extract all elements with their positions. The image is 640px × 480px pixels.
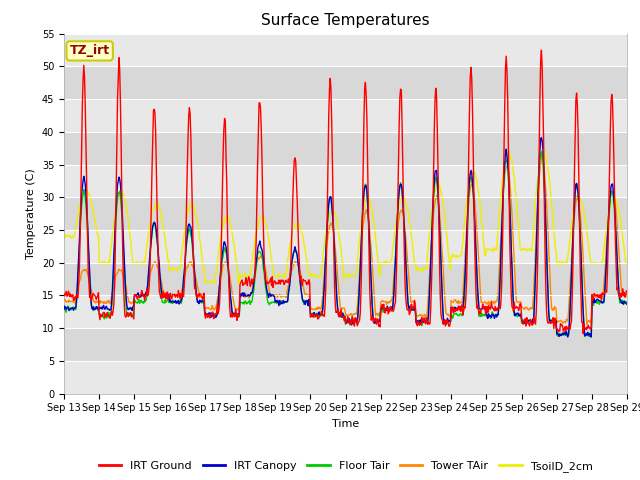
Title: Surface Temperatures: Surface Temperatures <box>261 13 430 28</box>
Bar <box>64 165 627 197</box>
X-axis label: Time: Time <box>332 419 359 429</box>
Bar <box>64 66 627 99</box>
Bar <box>64 197 627 230</box>
Y-axis label: Temperature (C): Temperature (C) <box>26 168 36 259</box>
Text: TZ_irt: TZ_irt <box>70 44 109 58</box>
Bar <box>64 361 627 394</box>
Bar <box>64 328 627 361</box>
Bar <box>64 99 627 132</box>
Legend: IRT Ground, IRT Canopy, Floor Tair, Tower TAir, TsoilD_2cm: IRT Ground, IRT Canopy, Floor Tair, Towe… <box>94 457 597 477</box>
Bar <box>64 263 627 295</box>
Bar <box>64 132 627 165</box>
Bar <box>64 295 627 328</box>
Bar <box>64 34 627 66</box>
Bar <box>64 230 627 263</box>
